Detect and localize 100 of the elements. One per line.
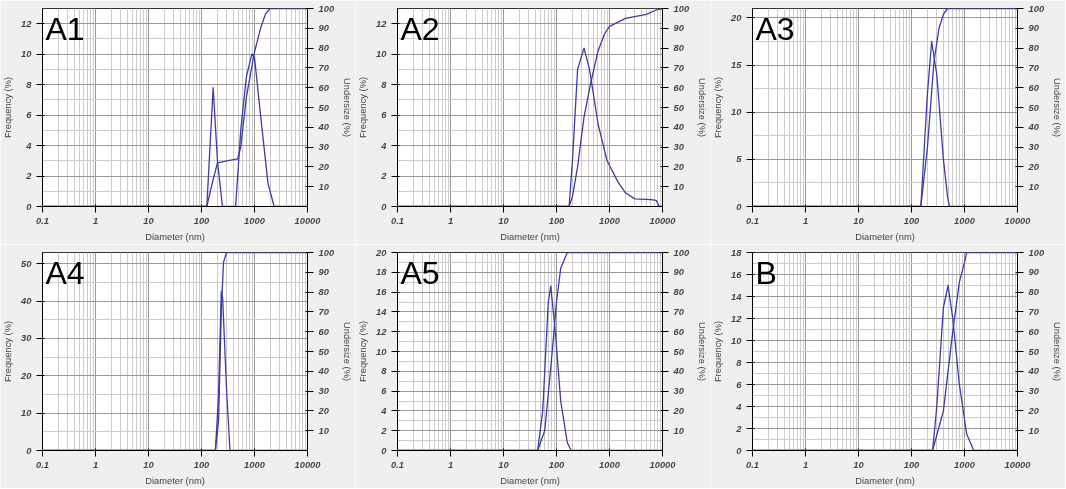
y-axis-title: Frequency (%) [713, 76, 724, 139]
x-axis-title: Diameter (nm) [500, 475, 560, 486]
y2-tick-label: 90 [318, 23, 330, 34]
x-tick-label: 1000 [599, 215, 621, 226]
x-tick-label: 100 [903, 459, 921, 470]
y2-tick-label: 50 [673, 346, 685, 357]
y-tick-label: 4 [25, 140, 33, 151]
y-tick-label: 6 [26, 110, 33, 121]
y2-tick-label: 10 [673, 181, 685, 192]
y2-tick-label: 80 [1028, 287, 1040, 298]
x-tick-label: 100 [548, 215, 566, 226]
y-tick-label: 20 [20, 370, 33, 381]
y2-tick-label: 40 [317, 366, 330, 377]
y2-tick-label: 10 [1028, 181, 1040, 192]
x-axis-title: Diameter (nm) [855, 231, 915, 242]
y2-tick-label: 80 [318, 43, 330, 54]
x-tick-label: 10 [853, 459, 865, 470]
y-tick-label: 30 [21, 333, 33, 344]
x-tick-label: 1 [447, 215, 454, 226]
x-tick-label: 0.1 [391, 459, 404, 470]
y2-tick-label: 20 [672, 405, 685, 416]
x-tick-label: 100 [193, 215, 211, 226]
y2-tick-label: 80 [1028, 43, 1040, 54]
x-tick-label: 1000 [244, 215, 266, 226]
y2-tick-label: 70 [318, 62, 330, 73]
x-tick-label: 1 [802, 215, 809, 226]
x-tick-label: 10 [498, 459, 510, 470]
x-tick-label: 1000 [954, 459, 976, 470]
y2-tick-label: 70 [673, 306, 685, 317]
y2-tick-label: 80 [318, 287, 330, 298]
y2-tick-label: 60 [318, 326, 330, 337]
y2-tick-label: 90 [673, 23, 685, 34]
x-tick-label: 10000 [294, 215, 322, 226]
y-tick-label: 2 [25, 171, 33, 182]
y-tick-label: 0 [381, 201, 388, 212]
x-tick-label: 10000 [294, 459, 322, 470]
y-tick-label: 12 [376, 326, 388, 337]
y-tick-label: 20 [730, 12, 743, 23]
x-tick-label: 1 [92, 459, 99, 470]
y2-tick-label: 70 [1028, 306, 1040, 317]
y2-tick-label: 20 [1027, 405, 1040, 416]
y-tick-label: 40 [20, 296, 33, 307]
y-tick-label: 10 [376, 49, 388, 60]
y2-axis-title: Undersize (%) [342, 321, 353, 382]
y2-tick-label: 60 [673, 326, 685, 337]
y-tick-label: 0 [736, 445, 743, 456]
x-tick-label: 1000 [599, 459, 621, 470]
chart-title: A4 [45, 254, 85, 291]
y-tick-label: 0 [381, 445, 388, 456]
y2-tick-label: 100 [1028, 247, 1045, 258]
y-tick-label: 15 [731, 60, 743, 71]
y-tick-label: 6 [736, 379, 743, 390]
x-tick-label: 0.1 [746, 459, 759, 470]
y2-tick-label: 30 [1028, 386, 1040, 397]
y2-tick-label: 50 [673, 102, 685, 113]
y-tick-label: 2 [380, 171, 388, 182]
y-tick-label: 12 [376, 18, 388, 29]
x-axis-title: Diameter (nm) [500, 231, 560, 242]
y2-tick-label: 50 [318, 346, 330, 357]
y-tick-label: 8 [381, 79, 388, 90]
y-tick-label: 2 [380, 425, 388, 436]
y-tick-label: 8 [736, 357, 743, 368]
y-tick-label: 14 [376, 306, 388, 317]
y2-tick-label: 30 [1028, 142, 1040, 153]
x-tick-label: 100 [193, 459, 211, 470]
y2-axis-title: Undersize (%) [1052, 77, 1063, 138]
y2-tick-label: 20 [672, 161, 685, 172]
x-tick-label: 1 [802, 459, 809, 470]
chart-title: A5 [400, 254, 440, 291]
y2-tick-label: 40 [672, 122, 685, 133]
y2-tick-label: 20 [1027, 161, 1040, 172]
x-tick-label: 10 [143, 215, 155, 226]
x-tick-label: 100 [903, 215, 921, 226]
y2-axis-title: Undersize (%) [342, 77, 353, 138]
y2-tick-label: 100 [318, 3, 335, 14]
y-tick-label: 16 [731, 269, 743, 280]
y2-tick-label: 90 [673, 267, 685, 278]
y-tick-label: 4 [380, 405, 388, 416]
y-tick-label: 2 [735, 423, 743, 434]
x-tick-label: 0.1 [746, 215, 759, 226]
x-tick-label: 0.1 [391, 215, 404, 226]
y2-axis-title: Undersize (%) [1052, 321, 1063, 382]
x-axis-title: Diameter (nm) [145, 231, 205, 242]
x-tick-label: 100 [548, 459, 566, 470]
y-axis-title: Frequency (%) [358, 320, 369, 383]
y2-tick-label: 100 [673, 3, 690, 14]
y2-tick-label: 10 [1028, 425, 1040, 436]
x-tick-label: 1000 [244, 459, 266, 470]
x-tick-label: 10 [498, 215, 510, 226]
y2-tick-label: 40 [317, 122, 330, 133]
y2-tick-label: 20 [317, 405, 330, 416]
chart-title: A1 [45, 10, 85, 47]
y2-tick-label: 100 [673, 247, 690, 258]
y-tick-label: 5 [736, 154, 743, 165]
y2-tick-label: 60 [1028, 82, 1040, 93]
y-tick-label: 4 [380, 140, 388, 151]
y-tick-label: 4 [735, 401, 743, 412]
y2-tick-label: 90 [318, 267, 330, 278]
y2-tick-label: 10 [318, 181, 330, 192]
x-tick-label: 10 [143, 459, 155, 470]
